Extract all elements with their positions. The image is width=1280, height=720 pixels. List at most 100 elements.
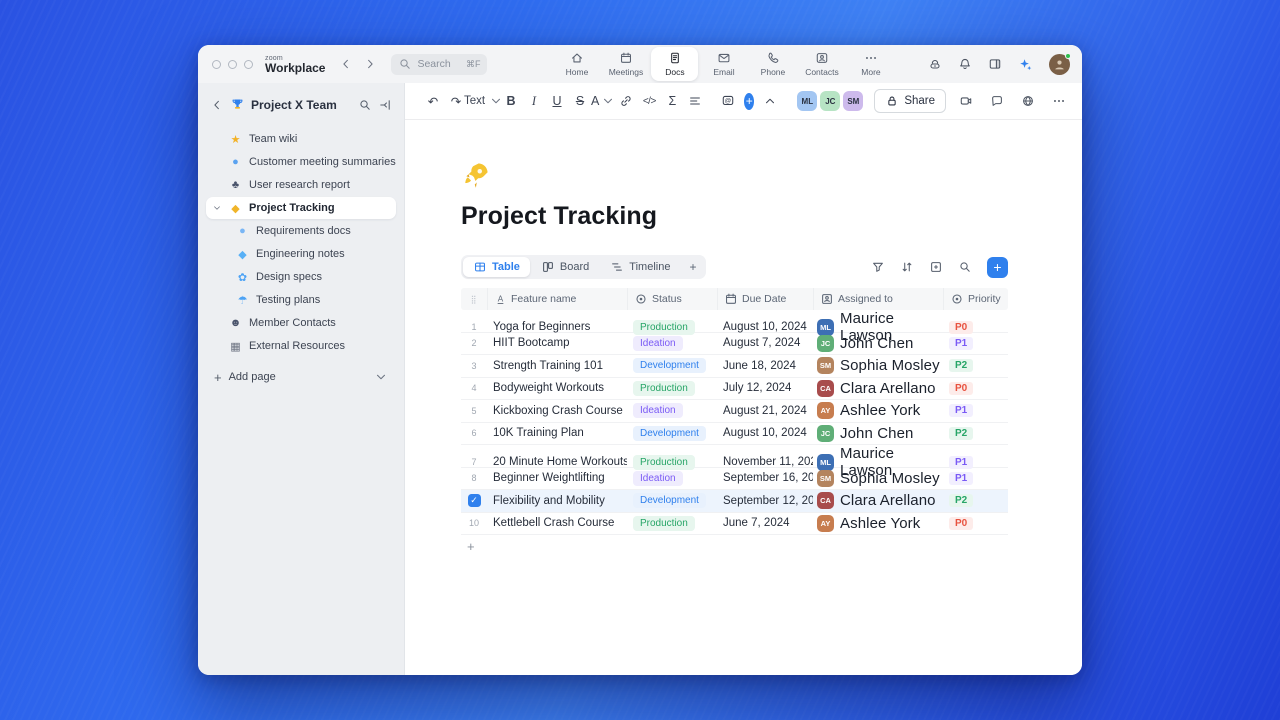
assigned-to-cell[interactable]: JC John Chen xyxy=(813,334,943,352)
status-cell[interactable]: Ideation xyxy=(627,335,717,351)
priority-cell[interactable]: P1 xyxy=(943,404,1008,418)
sidebar-search-icon[interactable] xyxy=(358,98,372,112)
column-header-assigned-to[interactable]: Assigned to xyxy=(813,288,943,310)
sort-icon[interactable] xyxy=(900,260,914,274)
assigned-to-cell[interactable]: AY Ashlee York xyxy=(813,514,943,532)
feature-name-cell[interactable]: 10K Training Plan xyxy=(493,427,584,440)
ai-companion-icon[interactable] xyxy=(1018,57,1033,72)
feature-name-cell[interactable]: Kickboxing Crash Course xyxy=(493,404,623,417)
due-date-cell[interactable]: August 10, 2024 xyxy=(723,321,807,333)
sidebar-item-user-research-report[interactable]: ♣ User research report xyxy=(206,174,396,196)
notifications-icon[interactable] xyxy=(958,57,972,71)
priority-cell[interactable]: P2 xyxy=(943,359,1008,373)
sidebar-item-requirements-docs[interactable]: ● Requirements docs xyxy=(206,220,396,242)
italic-button[interactable]: I xyxy=(531,93,537,108)
chevron-down-icon[interactable] xyxy=(212,203,222,213)
underline-button[interactable]: U xyxy=(552,94,562,108)
column-header-due-date[interactable]: Due Date xyxy=(717,288,813,310)
globe-icon[interactable] xyxy=(1021,94,1035,108)
text-style-dropdown[interactable]: Text xyxy=(464,89,501,113)
due-date-cell[interactable]: July 12, 2024 xyxy=(723,382,792,395)
add-row-button[interactable]: + xyxy=(467,538,475,554)
table-row[interactable]: ✓ Flexibility and Mobility Development Sept… xyxy=(461,490,1008,513)
due-date-cell[interactable]: September 16, 2024 xyxy=(723,472,813,485)
due-date-cell[interactable]: August 21, 2024 xyxy=(723,404,807,417)
panel-icon[interactable] xyxy=(988,57,1002,71)
priority-cell[interactable]: P0 xyxy=(943,320,1008,334)
add-page-button[interactable]: + Add page xyxy=(206,366,396,388)
forward-icon[interactable] xyxy=(363,57,377,71)
table-row[interactable]: 4 Bodyweight Workouts Production July 12, 2… xyxy=(461,378,1008,400)
table-row[interactable]: 6 10K Training Plan Development August 10, … xyxy=(461,423,1008,445)
table-row[interactable]: 2 HIIT Bootcamp Ideation August 7, 2024 JC Jo… xyxy=(461,333,1008,355)
sidebar-item-team-wiki[interactable]: ★ Team wiki xyxy=(206,128,396,150)
sidebar-item-member-contacts[interactable]: ☻ Member Contacts xyxy=(206,312,396,334)
collapse-toolbar-button[interactable] xyxy=(760,89,780,113)
table-row[interactable]: 7 20 Minute Home Workouts Production Novemb… xyxy=(461,445,1008,479)
view-tab-table[interactable]: Table xyxy=(463,257,530,277)
column-header-feature-name[interactable]: A Feature name xyxy=(487,288,627,310)
feature-name-cell[interactable]: 20 Minute Home Workouts xyxy=(493,456,627,468)
feature-name-cell[interactable]: Beginner Weightlifting xyxy=(493,472,605,485)
text-color-dropdown[interactable]: A xyxy=(591,89,613,113)
assigned-to-cell[interactable]: SM Sophia Mosley xyxy=(813,469,943,487)
feature-name-cell[interactable]: Flexibility and Mobility xyxy=(493,494,605,507)
due-date-cell[interactable]: June 7, 2024 xyxy=(723,517,790,530)
code-button[interactable]: </> xyxy=(642,95,656,107)
page-title[interactable]: Project Tracking xyxy=(461,202,658,230)
feature-name-cell[interactable]: Strength Training 101 xyxy=(493,359,603,372)
topnav-more[interactable]: More xyxy=(847,47,894,81)
topnav-meetings[interactable]: Meetings xyxy=(602,47,649,81)
status-cell[interactable]: Production xyxy=(627,380,717,396)
assigned-to-cell[interactable]: ML Maurice Lawson xyxy=(813,445,943,479)
topnav-contacts[interactable]: Contacts xyxy=(798,47,845,81)
status-cell[interactable]: Development xyxy=(627,358,717,374)
assigned-to-cell[interactable]: JC John Chen xyxy=(813,424,943,442)
search-icon[interactable] xyxy=(958,260,972,274)
assigned-to-cell[interactable]: SM Sophia Mosley xyxy=(813,357,943,375)
formula-button[interactable]: Σ xyxy=(668,94,677,108)
priority-cell[interactable]: P0 xyxy=(943,516,1008,530)
due-date-cell[interactable]: November 11, 2024 xyxy=(723,456,813,468)
assigned-to-cell[interactable]: ML Maurice Lawson xyxy=(813,310,943,344)
priority-cell[interactable]: P1 xyxy=(943,336,1008,350)
table-row[interactable]: 10 Kettlebell Crash Course Production June … xyxy=(461,513,1008,535)
assigned-to-cell[interactable]: CA Clara Arellano xyxy=(813,492,943,510)
sidebar-item-customer-meeting-summaries[interactable]: ● Customer meeting summaries xyxy=(206,151,396,173)
link-button[interactable] xyxy=(616,89,636,113)
close-window-button[interactable] xyxy=(212,59,221,69)
filter-icon[interactable] xyxy=(871,260,885,274)
status-cell[interactable]: Development xyxy=(627,425,717,441)
sidebar-item-testing-plans[interactable]: ☂ Testing plans xyxy=(206,289,396,311)
assigned-to-cell[interactable]: CA Clara Arellano xyxy=(813,379,943,397)
presence-avatar[interactable]: JC xyxy=(820,91,841,111)
sidebar-collapse-icon[interactable] xyxy=(378,98,392,112)
align-dropdown[interactable] xyxy=(685,89,705,113)
priority-cell[interactable]: P1 xyxy=(943,455,1008,469)
view-tab-timeline[interactable]: Timeline xyxy=(600,257,680,277)
more-icon[interactable] xyxy=(1052,94,1066,108)
view-tab-board[interactable]: Board xyxy=(531,257,599,277)
table-row[interactable]: 5 Kickboxing Crash Course Ideation August 2… xyxy=(461,400,1008,423)
video-icon[interactable] xyxy=(959,94,973,108)
chat-icon[interactable] xyxy=(990,94,1004,108)
topnav-home[interactable]: Home xyxy=(553,47,600,81)
bold-button[interactable]: B xyxy=(506,94,516,108)
back-icon[interactable] xyxy=(339,57,353,71)
due-date-cell[interactable]: June 18, 2024 xyxy=(723,359,796,372)
share-button[interactable]: Share xyxy=(874,89,946,113)
feature-name-cell[interactable]: Kettlebell Crash Course xyxy=(493,517,615,530)
redo-button[interactable]: ↷ xyxy=(450,94,462,109)
feature-name-cell[interactable]: HIIT Bootcamp xyxy=(493,337,570,350)
due-date-cell[interactable]: September 12, 2024 xyxy=(723,494,813,507)
topnav-phone[interactable]: Phone xyxy=(749,47,796,81)
priority-cell[interactable]: P0 xyxy=(943,381,1008,395)
insert-block-button[interactable]: + xyxy=(744,92,755,110)
status-cell[interactable]: Ideation xyxy=(627,403,717,419)
due-date-cell[interactable]: August 10, 2024 xyxy=(723,427,807,440)
sidebar-item-project-tracking[interactable]: ◆ Project Tracking xyxy=(206,197,396,219)
sidebar-item-design-specs[interactable]: ✿ Design specs xyxy=(206,266,396,288)
table-row[interactable]: 1 Yoga for Beginners Production August 10, … xyxy=(461,310,1008,344)
sidebar-item-engineering-notes[interactable]: ◆ Engineering notes xyxy=(206,243,396,265)
rocket-icon[interactable] xyxy=(461,160,491,190)
